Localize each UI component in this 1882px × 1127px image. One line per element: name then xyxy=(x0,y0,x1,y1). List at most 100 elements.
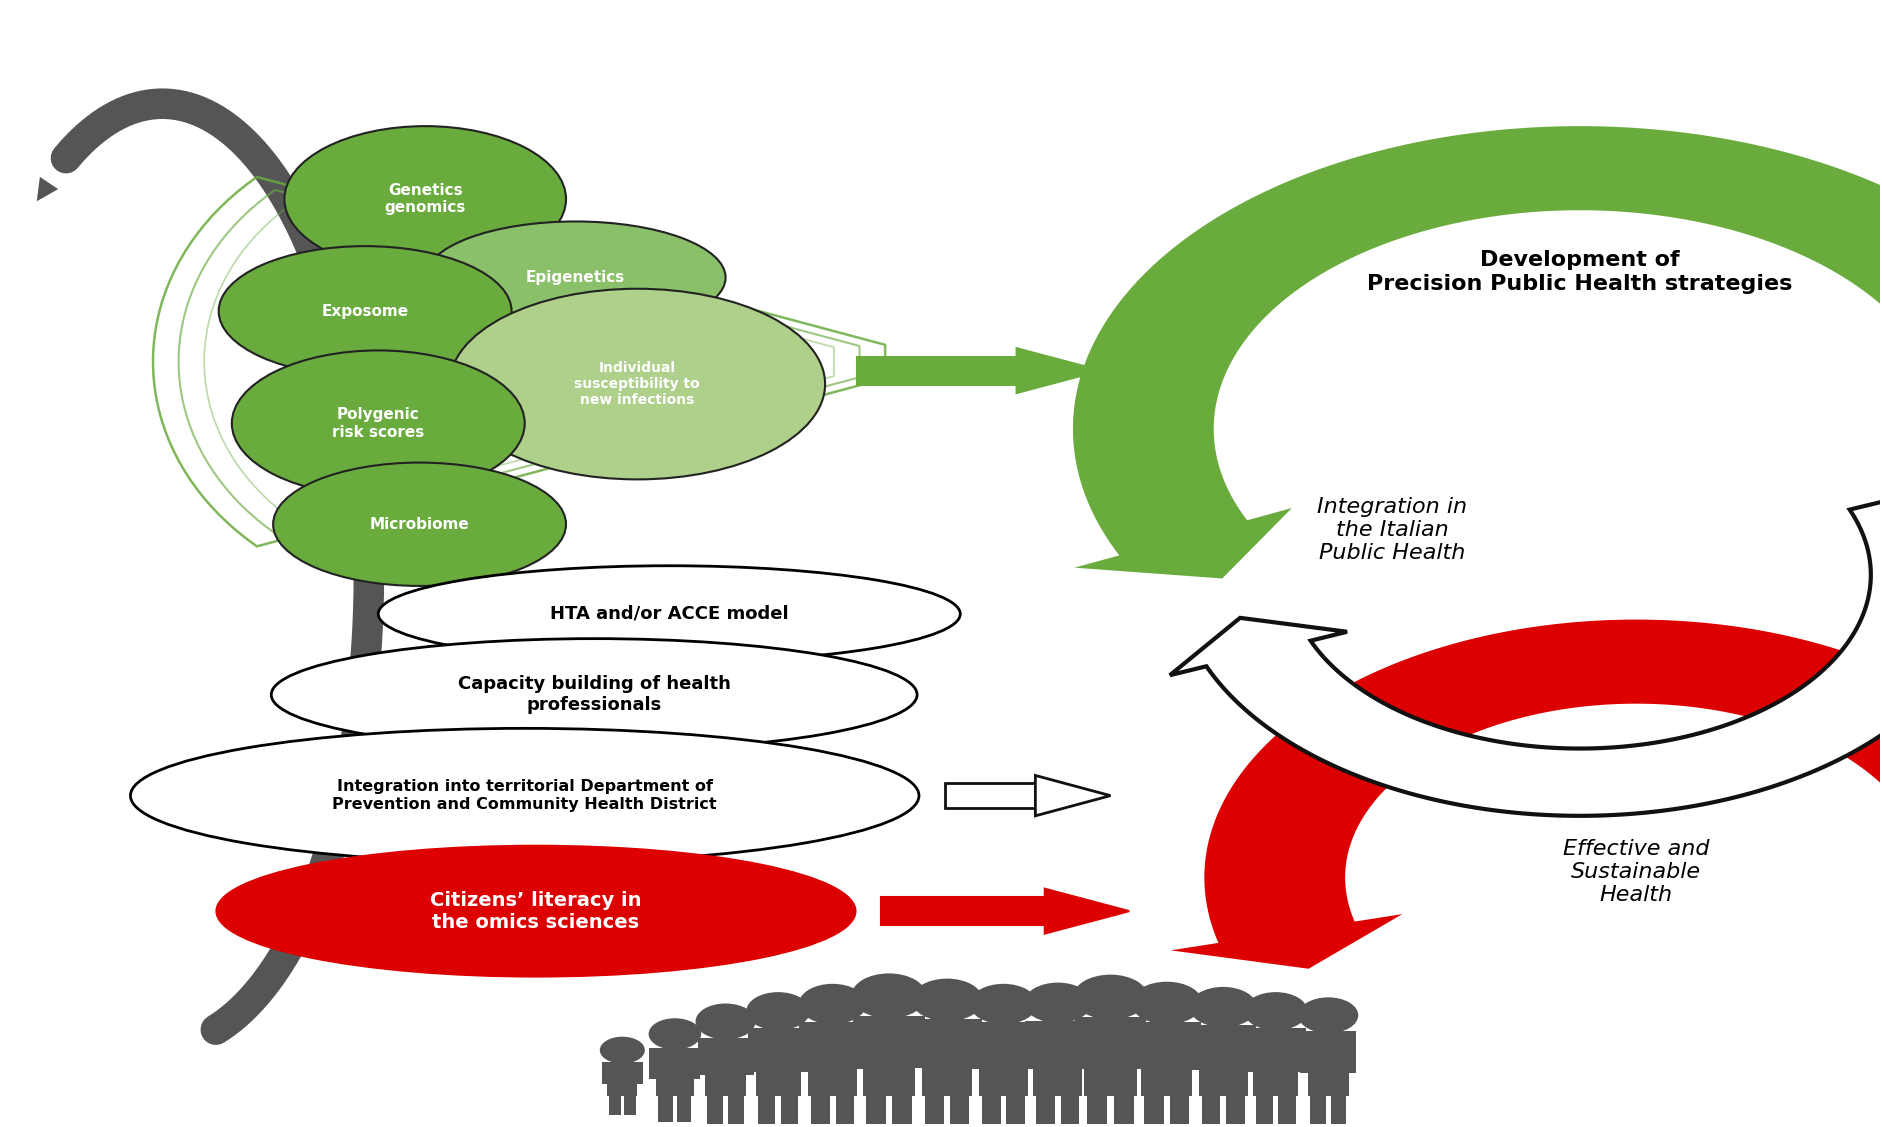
Bar xyxy=(950,1097,969,1127)
Bar xyxy=(862,1017,915,1097)
Bar xyxy=(649,1048,655,1079)
Ellipse shape xyxy=(216,846,854,976)
Bar xyxy=(781,1097,798,1127)
Bar xyxy=(1086,1097,1107,1127)
Ellipse shape xyxy=(231,350,525,496)
Polygon shape xyxy=(1035,775,1110,816)
Text: Exposome: Exposome xyxy=(322,303,408,319)
Bar xyxy=(969,1022,979,1070)
Text: Capacity building of health
professionals: Capacity building of health professional… xyxy=(457,675,730,715)
Bar xyxy=(708,1097,723,1127)
Bar xyxy=(881,897,1045,925)
Bar xyxy=(1060,1097,1078,1127)
Circle shape xyxy=(1073,975,1148,1020)
Bar xyxy=(892,1097,911,1127)
Circle shape xyxy=(1024,983,1092,1023)
Bar xyxy=(693,1048,700,1079)
Ellipse shape xyxy=(450,289,824,479)
Polygon shape xyxy=(1171,620,1882,969)
Circle shape xyxy=(647,1019,700,1049)
Circle shape xyxy=(694,1003,755,1039)
Bar xyxy=(1005,1097,1024,1127)
Bar xyxy=(758,1097,775,1127)
Bar xyxy=(1137,1018,1146,1067)
Circle shape xyxy=(851,974,926,1019)
Text: Polygenic
risk scores: Polygenic risk scores xyxy=(331,407,423,440)
Bar xyxy=(856,356,1016,384)
Bar xyxy=(856,1022,866,1070)
Bar xyxy=(1035,1097,1054,1127)
Bar xyxy=(1084,1018,1137,1097)
Bar xyxy=(1306,1031,1348,1097)
Text: Genetics
genomics: Genetics genomics xyxy=(384,183,465,215)
Bar xyxy=(1255,1097,1272,1127)
Circle shape xyxy=(911,978,982,1021)
Bar xyxy=(913,1019,922,1068)
Bar xyxy=(1225,1097,1244,1127)
Bar xyxy=(636,1063,642,1084)
Bar xyxy=(623,1097,636,1115)
Bar xyxy=(1140,1022,1191,1097)
Bar xyxy=(811,1097,830,1127)
Bar xyxy=(922,1019,971,1097)
Bar xyxy=(800,1028,809,1072)
Bar xyxy=(1248,1026,1255,1071)
Ellipse shape xyxy=(378,566,960,663)
Bar xyxy=(1299,1031,1306,1073)
Circle shape xyxy=(1244,992,1306,1030)
Circle shape xyxy=(1189,987,1257,1028)
Bar xyxy=(655,1048,693,1097)
Bar xyxy=(678,1097,691,1122)
Ellipse shape xyxy=(273,462,566,586)
Bar xyxy=(981,1097,999,1127)
Text: Effective and
Sustainable
Health: Effective and Sustainable Health xyxy=(1562,838,1709,905)
Bar xyxy=(836,1097,854,1127)
Bar xyxy=(1144,1097,1163,1127)
Bar xyxy=(745,1038,753,1075)
Bar xyxy=(1112,1097,1133,1127)
Text: Citizens’ literacy in
the omics sciences: Citizens’ literacy in the omics sciences xyxy=(429,890,642,932)
Circle shape xyxy=(798,984,866,1024)
Polygon shape xyxy=(1016,348,1101,393)
Text: Integration in
the Italian
Public Health: Integration in the Italian Public Health xyxy=(1316,497,1466,564)
Bar xyxy=(915,1017,924,1067)
Bar xyxy=(1253,1028,1297,1097)
Bar xyxy=(945,783,1035,808)
Bar xyxy=(659,1097,672,1122)
Bar xyxy=(1278,1097,1295,1127)
Ellipse shape xyxy=(425,222,725,334)
Bar xyxy=(1024,1021,1033,1068)
Circle shape xyxy=(1131,982,1203,1024)
Ellipse shape xyxy=(284,126,566,272)
Bar xyxy=(728,1097,743,1127)
Text: Individual
susceptibility to
new infections: Individual susceptibility to new infecti… xyxy=(574,361,700,407)
Bar xyxy=(704,1038,745,1097)
Polygon shape xyxy=(1169,485,1882,816)
Bar xyxy=(1169,1097,1188,1127)
Bar xyxy=(1033,1021,1082,1097)
Bar xyxy=(1191,1022,1201,1070)
Bar xyxy=(747,1028,755,1072)
Text: Epigenetics: Epigenetics xyxy=(525,270,625,285)
Bar xyxy=(866,1097,885,1127)
Ellipse shape xyxy=(130,728,918,863)
Bar xyxy=(1028,1022,1037,1070)
Bar xyxy=(755,1028,800,1097)
Bar xyxy=(853,1017,862,1067)
Circle shape xyxy=(969,984,1037,1024)
Text: Development of
Precision Public Health strategies: Development of Precision Public Health s… xyxy=(1366,250,1792,293)
Circle shape xyxy=(600,1037,644,1064)
Bar xyxy=(696,1038,704,1075)
Circle shape xyxy=(745,992,809,1030)
Text: Microbiome: Microbiome xyxy=(369,517,469,532)
Circle shape xyxy=(1297,997,1357,1033)
Bar xyxy=(608,1097,621,1115)
Bar xyxy=(602,1063,608,1084)
Ellipse shape xyxy=(271,639,917,751)
Text: HTA and/or ACCE model: HTA and/or ACCE model xyxy=(550,605,789,623)
Bar xyxy=(1082,1021,1090,1068)
Bar xyxy=(1075,1018,1084,1067)
Bar xyxy=(1201,1097,1220,1127)
Polygon shape xyxy=(1073,126,1882,578)
Bar xyxy=(1244,1028,1253,1072)
